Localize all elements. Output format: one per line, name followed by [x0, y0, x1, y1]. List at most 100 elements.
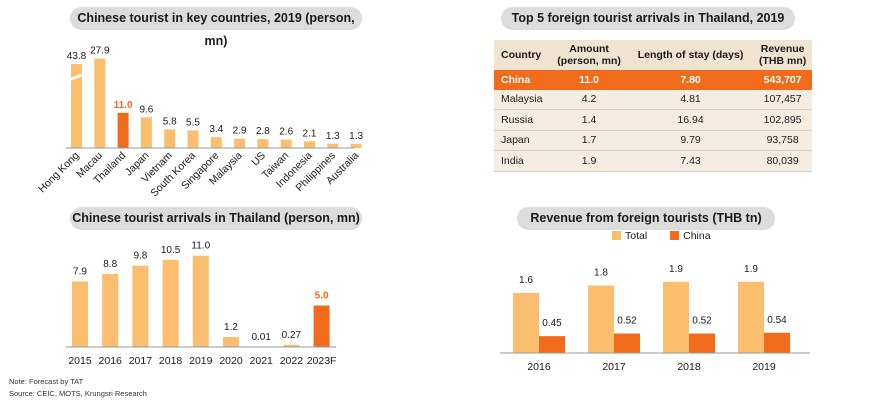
bar-us — [257, 139, 269, 148]
table-cell: 7.43 — [627, 150, 754, 172]
table-row-japan: Japan 1.7 9.79 93,758 — [494, 130, 812, 151]
value-label-australia: 1.3 — [349, 131, 363, 142]
value-label-malaysia: 2.9 — [233, 126, 247, 137]
chart2-title: Chinese tourist arrivals in Thailand (pe… — [70, 207, 362, 230]
value-label-total-2016: 1.6 — [519, 275, 533, 286]
bar-philippines — [327, 143, 339, 148]
table-cell: 107,457 — [753, 89, 812, 110]
table-col-country: Country — [494, 40, 551, 70]
bar-china-2019 — [764, 332, 790, 353]
note-text: Note: Forecast by TAT — [9, 377, 84, 386]
top5-table: Country Amount (person, mn) Length of st… — [494, 40, 812, 172]
table-cell: 1.7 — [550, 130, 628, 151]
bar-2016 — [102, 273, 119, 347]
value-label-japan: 9.6 — [139, 104, 153, 115]
legend-china-label: China — [683, 230, 711, 242]
table-cell: 7.80 — [627, 70, 754, 90]
value-label-2015: 7.9 — [73, 266, 87, 277]
legend-total: Total — [612, 230, 647, 242]
tick-2019: 2019 — [752, 361, 776, 373]
tick-2017: 2017 — [129, 355, 153, 367]
value-label-thailand: 11.0 — [114, 100, 133, 111]
bar-2017 — [132, 265, 149, 347]
table-row-india: India 1.9 7.43 80,039 — [494, 150, 812, 172]
table-cell: 4.81 — [627, 89, 754, 110]
table-cell: China — [494, 70, 551, 90]
bar-total-2018 — [663, 281, 689, 353]
legend-total-label: Total — [625, 230, 648, 242]
value-label-total-2018: 1.9 — [669, 264, 683, 275]
bar-2023f — [313, 305, 330, 347]
tick-2023f: 2023F — [307, 355, 337, 367]
value-label-2016: 8.8 — [103, 259, 117, 270]
table-col-revenue: Revenue (THB mn) — [753, 40, 812, 70]
table-cell: India — [494, 150, 551, 172]
bar-japan — [140, 117, 152, 148]
table-cell: 16.94 — [627, 109, 754, 131]
table-col-stay: Length of stay (days) — [627, 40, 754, 70]
value-label-south-korea: 5.5 — [186, 117, 200, 128]
table-cell: 11.0 — [550, 70, 628, 90]
source-text: Source: CEIC, MOTS, Krungsri Research — [9, 389, 147, 398]
value-label-2021: 0.01 — [251, 332, 271, 343]
tick-2022: 2022 — [280, 355, 304, 367]
table-cell: 4.2 — [550, 89, 628, 110]
bar-taiwan — [280, 139, 292, 148]
value-label-2022: 0.27 — [282, 330, 302, 341]
table-cell: 543,707 — [753, 70, 812, 90]
value-label-total-2017: 1.8 — [594, 268, 608, 279]
value-label-hong-kong: 43.8 — [67, 51, 87, 62]
bar-total-2019 — [738, 281, 764, 353]
chart1-title: Chinese tourist in key countries, 2019 (… — [70, 7, 362, 48]
bar-total-2016 — [513, 293, 539, 353]
tick-2018: 2018 — [677, 361, 701, 373]
bar-malaysia — [234, 138, 246, 148]
table-cell: 1.4 — [550, 109, 628, 131]
table-cell: 80,039 — [753, 150, 812, 172]
bar-south-korea — [187, 130, 199, 148]
bar-hong-kong — [71, 64, 82, 148]
bar-china-2018 — [689, 333, 715, 353]
bar-total-2017 — [588, 285, 614, 353]
tick-2015: 2015 — [68, 355, 92, 367]
legend-total-swatch — [612, 231, 621, 240]
chart2-bars-svg: 7.9 2015 8.8 2016 9.8 2017 10.5 2018 11.0 2019 1.2… — [66, 241, 337, 367]
value-label-china-2017: 0.52 — [617, 316, 637, 327]
legend-china: China — [670, 230, 711, 242]
chart3-title: Revenue from foreign tourists (THB tn) — [517, 207, 775, 230]
table-row-russia: Russia 1.4 16.94 102,895 — [494, 109, 812, 131]
bar-thailand — [117, 112, 129, 148]
tick-2019: 2019 — [189, 355, 213, 367]
bar-singapore — [210, 137, 222, 148]
value-label-total-2019: 1.9 — [744, 264, 758, 275]
bar-2022 — [283, 344, 300, 347]
value-label-vietnam: 5.8 — [163, 116, 177, 127]
table-cell: 93,758 — [753, 130, 812, 151]
bar-2015 — [72, 281, 88, 347]
value-label-philippines: 1.3 — [326, 131, 340, 142]
bar-china-2016 — [539, 336, 565, 353]
value-label-china-2018: 0.52 — [692, 316, 712, 327]
bar-vietnam — [164, 129, 176, 148]
value-label-china-2019: 0.54 — [767, 315, 787, 326]
tick-2021: 2021 — [250, 355, 274, 367]
table-cell: Japan — [494, 130, 551, 151]
value-label-2020: 1.2 — [224, 322, 238, 333]
table-row-china: China 11.0 7.80 543,707 — [494, 70, 812, 90]
bar-macau — [94, 58, 106, 148]
bar-australia — [350, 143, 362, 148]
table-cell: Malaysia — [494, 89, 551, 110]
tick-2016: 2016 — [99, 355, 123, 367]
table-title: Top 5 foreign tourist arrivals in Thaila… — [501, 7, 795, 30]
value-label-2019: 11.0 — [191, 241, 210, 252]
value-label-china-2016: 0.45 — [542, 318, 562, 329]
table-row-malaysia: Malaysia 4.2 4.81 107,457 — [494, 89, 812, 110]
value-label-singapore: 3.4 — [209, 124, 223, 135]
tick-2017: 2017 — [602, 361, 626, 373]
bar-china-2017 — [614, 333, 640, 353]
value-label-us: 2.8 — [256, 126, 270, 137]
value-label-2018: 10.5 — [161, 245, 181, 256]
table-cell: 102,895 — [753, 109, 812, 131]
